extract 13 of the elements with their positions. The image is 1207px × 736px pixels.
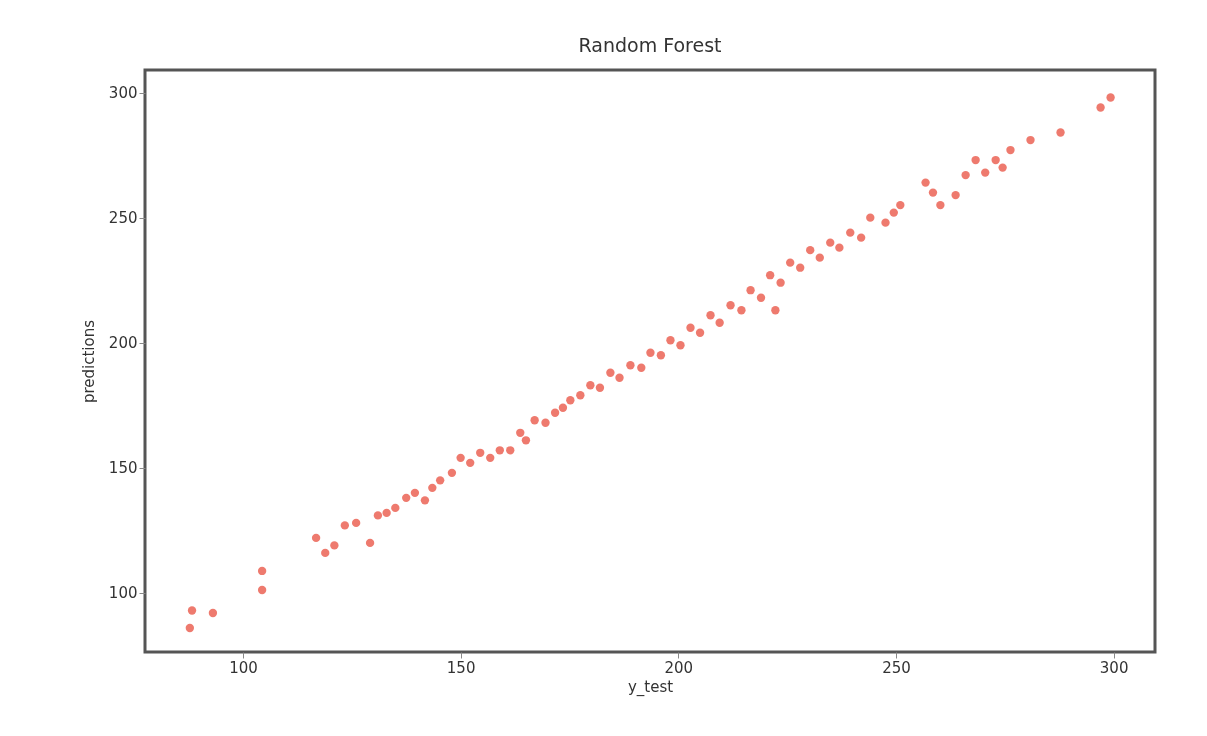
y-tick-label: 300 [108,84,138,103]
x-tick-label: 300 [1099,658,1129,677]
y-tick-label: 200 [108,334,138,353]
y-tick-label: 250 [108,209,138,228]
x-tick-label: 100 [229,658,258,677]
y-tick-label: 150 [108,459,138,478]
x-axis-title: y_test [627,677,674,697]
y-tick-label: 100 [108,584,138,603]
y-axis-title: predictions [79,319,98,404]
chart-title: Random Forest [578,34,722,56]
x-tick-label: 250 [882,658,911,677]
x-tick-label: 150 [446,658,476,677]
x-tick-label: 200 [664,658,694,677]
